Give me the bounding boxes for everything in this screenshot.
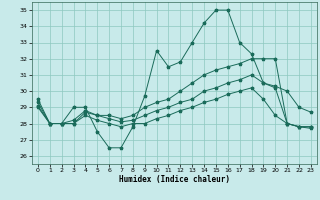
X-axis label: Humidex (Indice chaleur): Humidex (Indice chaleur) <box>119 175 230 184</box>
